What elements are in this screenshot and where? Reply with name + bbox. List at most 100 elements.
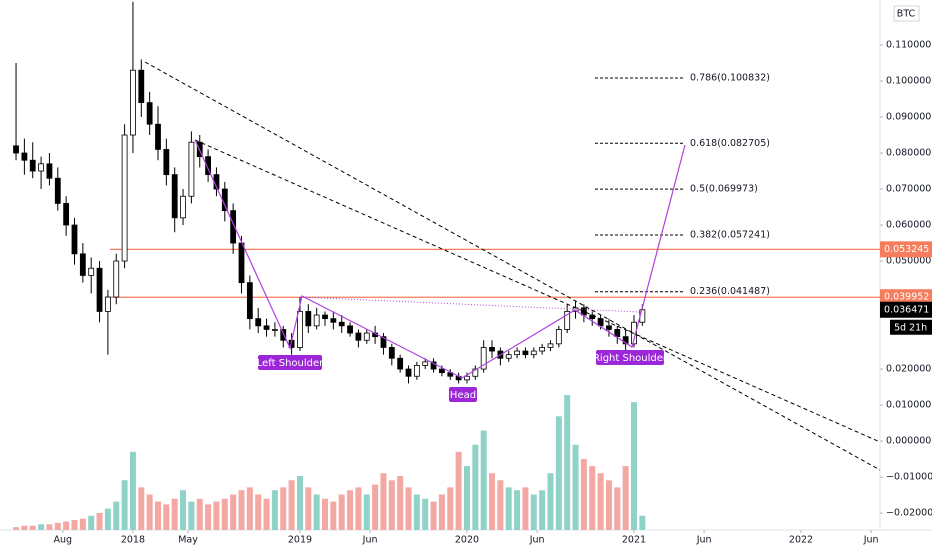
candle-body [171,174,178,219]
volume-bar [330,501,337,530]
volume-bar [564,395,571,530]
candle-body [263,325,270,330]
candle-body [230,210,237,244]
x-tick-label: 2018 [121,535,145,546]
countdown: 5d 21h [894,322,927,333]
volume-bar [363,494,370,530]
candle-body [246,282,253,320]
volume-bar [288,480,295,530]
volume-bar [255,494,262,530]
candle-body [555,329,562,345]
candle-body [71,224,78,255]
candle-body [322,314,328,320]
volume-bar [347,490,354,530]
last-price-label: 0.036471 [884,304,929,315]
x-tick-label: 2020 [455,535,479,546]
candle-body [547,343,554,348]
candle-body [489,347,495,352]
candle-body [355,332,362,341]
candle-body [514,350,520,356]
candle-body [130,69,136,136]
volume-bar [514,490,521,530]
candle-body [472,368,479,377]
volume-bar [322,498,329,530]
volume-bar [38,524,45,530]
y-tick-label: −0.020000 [886,508,932,519]
volume-bar [163,504,170,530]
candle-body [180,195,186,219]
fib-label: 0.382(0.057241) [690,229,770,240]
candle-body [121,134,128,262]
volume-bar [104,508,111,530]
volume-bar [522,487,529,530]
x-tick-label: 2022 [789,535,813,546]
volume-bar [597,473,604,530]
volume-bar [572,444,579,530]
candle-body [338,321,345,327]
volume-bar [539,490,546,530]
y-tick-label: 0.050000 [886,256,931,267]
volume-bar [489,473,496,530]
neckline [299,296,641,313]
volume-bar [113,501,120,530]
symbol: BTC [897,9,916,20]
x-tick-label: Aug [54,535,73,546]
y-tick-label: 0.090000 [886,112,931,123]
volume-bar [271,490,278,530]
drawings [144,61,881,471]
candle-body [79,253,86,276]
symbol-box [893,5,920,22]
fib-label: 0.618(0.082705) [690,138,770,149]
candle-body [405,368,412,377]
y-tick-label: 0.060000 [886,220,931,231]
candle-body [480,347,487,370]
candle-body [238,242,245,284]
candle-body [330,318,337,323]
volume-bar [447,487,454,530]
annotation: Right Shoulder [593,353,668,364]
candle-body [138,69,145,104]
volume-bar [121,480,128,530]
candle-body [505,354,512,359]
volume-bar [205,504,212,530]
volume-bar [171,498,178,530]
candle-body [63,203,70,226]
volume-bar [246,487,253,530]
volume-bar [230,494,237,530]
candle-body [380,336,387,348]
volume-bar [480,430,487,530]
y-tick-label: 0.100000 [886,76,931,87]
candle-body [606,325,612,330]
price-level-tag [880,241,932,258]
candle-body [221,188,228,212]
candle-body [422,361,429,366]
candle-body [464,375,470,381]
volume-bar [622,466,629,530]
candle-body [280,329,287,341]
volume-bar [263,498,270,530]
volume-bar [355,487,362,530]
x-tick-label: 2021 [622,535,646,546]
candle-body [54,177,61,204]
annotation-box [449,387,477,402]
volume-bar [129,451,136,530]
volume-bar [213,501,220,530]
x-tick-label: 2019 [288,535,312,546]
candle-body [347,325,353,334]
volume-bar [614,487,621,530]
candle-body [580,307,587,316]
volume-bar [188,501,195,530]
trend-line [194,139,881,443]
candle-body [88,267,95,276]
volume-bar [54,522,61,530]
y-tick-label: 0.110000 [886,40,931,51]
annotation: Head [450,390,476,401]
volume-bar [589,466,596,530]
volume-bar [430,501,437,530]
volume-bar [29,525,36,530]
volume-bar [146,494,153,530]
volume-bar [46,524,53,530]
volume-bar [605,480,612,530]
y-tick-label: 0.000000 [886,436,931,447]
